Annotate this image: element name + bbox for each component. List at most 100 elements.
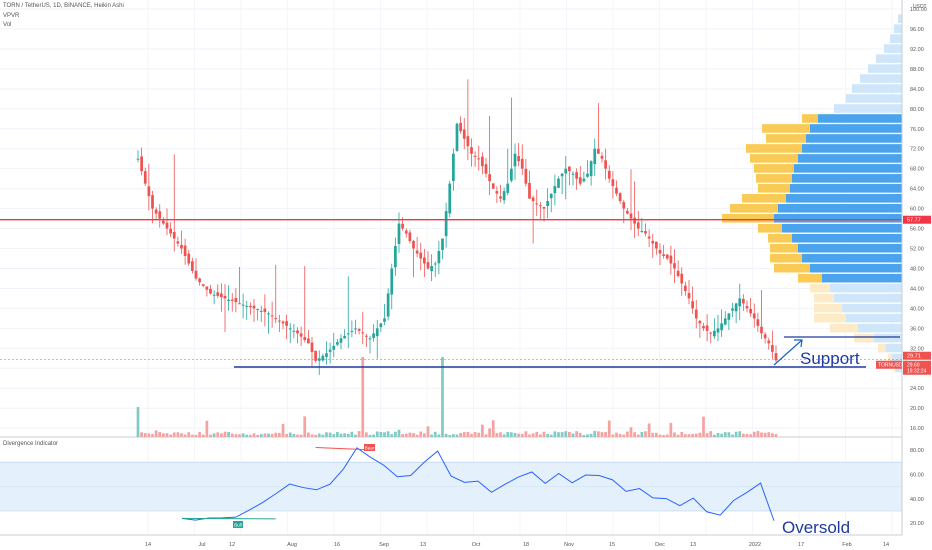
candle-body xyxy=(669,255,673,264)
volume-bar xyxy=(183,434,187,437)
volume-bar xyxy=(756,431,760,437)
time-tick-label: Nov xyxy=(564,542,574,548)
candle-body xyxy=(350,330,354,332)
volume-bar xyxy=(698,432,702,437)
volume-bar xyxy=(310,434,314,437)
volume-bar xyxy=(176,432,180,437)
vp-up-bar xyxy=(792,233,902,243)
candle-body xyxy=(437,251,441,264)
candle-body xyxy=(517,156,520,162)
volume-bar xyxy=(586,434,589,437)
volume-bar xyxy=(437,434,441,437)
candle-body xyxy=(332,345,336,350)
volume-bar xyxy=(673,432,676,437)
volume-bar xyxy=(307,432,310,437)
vp-down-bar xyxy=(742,194,786,203)
vp-up-bar xyxy=(858,323,902,333)
vp-up-bar xyxy=(798,243,902,253)
resistance-price-tag xyxy=(903,215,931,224)
support-annotation: Support xyxy=(800,349,860,368)
candle-body xyxy=(314,350,317,361)
candle-body xyxy=(539,205,542,207)
candle-body xyxy=(604,160,607,169)
vp-down-bar xyxy=(750,154,798,163)
vp-up-bar xyxy=(846,94,902,103)
volume-bar xyxy=(180,433,183,437)
candle-body xyxy=(375,328,379,337)
candle-body xyxy=(423,257,426,264)
price-tick-label: 24.00 xyxy=(910,386,924,392)
candle-body xyxy=(459,122,462,132)
volume-bar xyxy=(597,431,600,437)
candle-body xyxy=(531,197,535,202)
candle-body xyxy=(361,332,365,334)
volume-bar xyxy=(198,431,201,437)
time-tick-label: 14 xyxy=(145,542,151,548)
volume-bar xyxy=(568,431,571,437)
candle-body xyxy=(655,241,658,249)
candle-body xyxy=(339,338,343,343)
candle-body xyxy=(673,263,676,269)
candle-body xyxy=(143,171,147,184)
candle-body xyxy=(774,353,778,361)
volume-bar xyxy=(510,432,513,437)
candle-body xyxy=(749,308,752,314)
volume-bar xyxy=(401,433,404,437)
candle-body xyxy=(354,328,357,330)
oscillator-tick-label: 40.00 xyxy=(910,497,924,503)
volume-bar xyxy=(644,431,647,437)
level-lines xyxy=(0,219,902,368)
volume-bar xyxy=(636,434,640,437)
volume-bar xyxy=(560,432,564,437)
volume-bar xyxy=(622,434,626,437)
arrow-head-icon xyxy=(794,339,803,348)
candle-body xyxy=(615,187,618,194)
candle-body xyxy=(553,186,557,194)
candle-body xyxy=(151,195,154,209)
vp-up-bar xyxy=(810,263,902,273)
vpvr-label: VPVR xyxy=(3,13,20,19)
candle-body xyxy=(172,231,176,239)
bull-badge-text: Bull xyxy=(234,523,242,528)
candle-body xyxy=(542,207,546,209)
volume-bar xyxy=(495,433,499,437)
candle-body xyxy=(727,313,731,320)
volume-bar xyxy=(230,433,234,437)
candle-body xyxy=(397,223,401,245)
candle-body xyxy=(433,263,437,265)
time-tick-label: 18 xyxy=(523,542,529,548)
volume-bar xyxy=(249,434,252,437)
price-tick-label: 16.00 xyxy=(910,426,924,432)
vp-down-bar xyxy=(758,223,782,233)
candle-body xyxy=(713,330,716,337)
vp-up-bar xyxy=(794,164,902,173)
candle-body xyxy=(473,155,477,157)
candle-body xyxy=(676,270,680,276)
volume-bar xyxy=(557,432,560,437)
candle-body xyxy=(165,222,169,229)
candle-body xyxy=(687,293,691,299)
candle-body xyxy=(702,326,705,329)
volume-bar xyxy=(760,432,763,437)
volume-bar xyxy=(734,431,738,437)
candle-body xyxy=(303,337,307,341)
vp-down-bar xyxy=(878,343,886,353)
candle-body xyxy=(600,155,604,159)
vp-up-bar xyxy=(834,104,902,113)
candle-body xyxy=(238,303,241,305)
candle-body xyxy=(176,241,180,244)
volume-bar xyxy=(669,422,673,437)
volume-bar xyxy=(481,424,484,437)
volume-bar xyxy=(676,434,680,437)
volume-bar xyxy=(223,431,227,437)
candle-body xyxy=(343,335,346,339)
volume-bar xyxy=(444,433,448,437)
candle-body xyxy=(412,240,415,249)
vp-down-bar xyxy=(758,184,790,193)
candle-body xyxy=(230,299,234,301)
volume-bar xyxy=(604,431,607,437)
volume-bar xyxy=(278,432,281,437)
candle-body xyxy=(756,319,760,326)
countdown-text: 19:32:24 xyxy=(907,369,927,375)
